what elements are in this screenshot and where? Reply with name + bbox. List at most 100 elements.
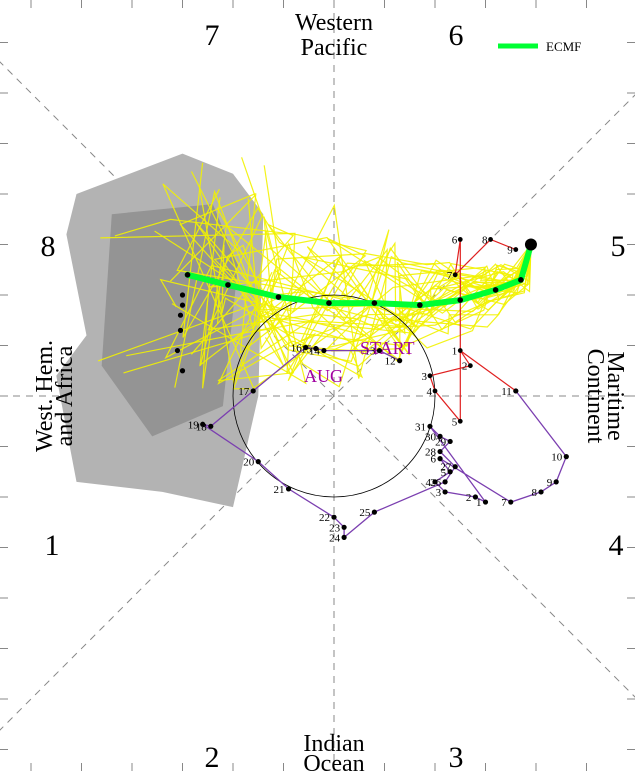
observed-point-label: 22	[319, 512, 330, 524]
recent-point	[432, 388, 438, 394]
observed-point-label: 30	[425, 431, 437, 443]
observed-point	[452, 464, 458, 470]
ensemble-member-line	[199, 244, 532, 377]
phase-number-8: 8	[41, 230, 56, 263]
observed-point-label: 9	[547, 477, 553, 489]
ensemble-member-line	[261, 165, 532, 311]
recent-point	[427, 373, 433, 379]
observed-point-label: 12	[385, 356, 396, 368]
recent-point-label: 5	[452, 416, 458, 428]
observed-point-label: 29	[435, 436, 447, 448]
observed-point	[442, 479, 448, 485]
region-label-bottom-line1: Indian	[303, 731, 364, 757]
recent-point-label: 3	[421, 371, 427, 383]
observed-point	[255, 459, 261, 465]
observed-point-label: 1	[476, 497, 482, 509]
recent-point	[457, 418, 463, 424]
legend-label-ecmf: ECMF	[546, 39, 581, 54]
recent-point-label: 2	[462, 361, 468, 373]
ensemble-spread-layer	[56, 153, 264, 508]
observed-point	[563, 454, 569, 460]
recent-point-label: 6	[452, 234, 458, 246]
observed-point	[538, 489, 544, 495]
observed-point	[437, 456, 443, 462]
recent-point	[513, 247, 519, 252]
recent-path-line	[429, 238, 517, 423]
text-layer: 7 6 8 5 1 4 2 3 Western Pacific Indian O…	[32, 10, 628, 771]
recent-point-label: 7	[447, 270, 453, 282]
ensemble-mean-point	[326, 300, 332, 306]
ensemble-end-point	[177, 312, 184, 318]
ensemble-member-line	[230, 244, 532, 352]
phase-number-7: 7	[205, 19, 220, 52]
ensemble-member-line	[199, 197, 532, 367]
observed-point-label: 19	[188, 419, 200, 431]
phase-number-2: 2	[205, 741, 220, 771]
observed-point	[472, 494, 478, 500]
recent-point-label: 1	[452, 346, 458, 358]
region-label-right-line2: Continent	[582, 349, 608, 444]
phase-number-4: 4	[609, 529, 624, 562]
ensemble-end-point	[179, 302, 186, 308]
observed-point	[447, 438, 453, 445]
ensemble-mean-point	[275, 294, 282, 300]
observed-point	[432, 479, 438, 485]
observed-point-label: 4	[426, 477, 432, 489]
recent-point-label: 8	[482, 234, 488, 246]
observed-point-label: 18	[196, 421, 208, 433]
observed-point	[341, 534, 347, 541]
observed-point	[331, 514, 337, 520]
region-label-top-line1: Western	[295, 10, 373, 36]
ensemble-mean-line	[184, 241, 534, 309]
observed-point	[376, 347, 383, 354]
observed-point-label: 28	[425, 447, 437, 459]
region-label-bottom-line2: Ocean	[303, 751, 364, 771]
observed-point-label: 20	[243, 457, 255, 469]
observed-point-label: 17	[238, 386, 250, 398]
observed-path-layer: 1213141516171819202122232425262728293031…	[188, 343, 569, 544]
observed-point-label: 6	[431, 454, 437, 466]
forecast-start-point	[524, 238, 537, 251]
ensemble-end-point	[179, 292, 186, 298]
start-annotation: START	[360, 338, 414, 358]
observed-point	[303, 344, 309, 351]
region-label-right-line1: Maritime	[602, 351, 628, 440]
observed-point-label: 7	[501, 497, 507, 509]
observed-point	[208, 423, 214, 429]
ensemble-end-point	[174, 347, 181, 354]
recent-point	[457, 348, 463, 353]
recent-point-label: 9	[507, 245, 513, 257]
observed-point-label: 27	[440, 462, 452, 474]
observed-point	[321, 347, 327, 354]
observed-point-label: 8	[532, 487, 538, 499]
observed-point	[341, 524, 347, 530]
observed-point	[553, 479, 559, 485]
recent-point	[452, 272, 458, 278]
observed-point-label: 23	[329, 522, 341, 534]
ensemble-member-line	[216, 207, 532, 388]
observed-point	[397, 358, 403, 364]
recent-point	[457, 237, 463, 242]
ensemble-mean-point	[371, 300, 378, 306]
ensemble-member-line	[169, 193, 532, 355]
observed-point-label: 14	[309, 346, 321, 358]
ensemble-mean-layer	[174, 238, 537, 374]
observed-point	[313, 345, 319, 352]
ensemble-member-line	[247, 198, 532, 350]
observed-point-label: 21	[274, 484, 285, 496]
region-label-top-line2: Pacific	[301, 35, 368, 61]
observed-point	[508, 499, 514, 505]
phase-number-1: 1	[45, 529, 60, 562]
observed-point-label: 10	[551, 452, 563, 464]
observed-point	[371, 509, 377, 515]
observed-point-label: 5	[441, 467, 447, 479]
ensemble-mean-point	[225, 282, 231, 288]
observed-point-label: 2	[466, 492, 472, 504]
observed-point-label: 3	[436, 487, 442, 499]
observed-point	[482, 499, 489, 505]
ensemble-mean-point	[457, 297, 464, 303]
region-label-left-line2: and Africa	[52, 345, 78, 446]
ensemble-end-point	[177, 327, 184, 333]
observed-point	[427, 423, 433, 429]
